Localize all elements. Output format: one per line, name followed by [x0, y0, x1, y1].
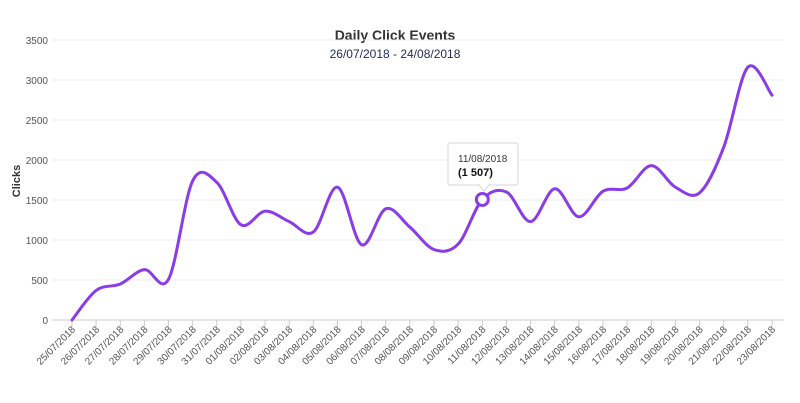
y-tick-label: 3000: [26, 76, 49, 87]
y-tick-label: 500: [31, 276, 48, 287]
y-tick-label: 2500: [26, 116, 49, 127]
chart-subtitle: 26/07/2018 - 24/08/2018: [330, 47, 461, 61]
tooltip-value: (1 507): [458, 167, 493, 179]
tooltip-arrow: [477, 183, 491, 192]
y-tick-label: 0: [42, 316, 48, 327]
y-axis-label: Clicks: [11, 165, 23, 197]
tooltip: 11/08/2018 (1 507): [447, 142, 519, 192]
grid-layer: [52, 39, 784, 321]
chart-title: Daily Click Events: [335, 27, 456, 43]
tooltip-date: 11/08/2018: [458, 154, 508, 165]
y-tick-label: 1000: [26, 236, 49, 247]
y-tick-label: 1500: [26, 196, 49, 207]
y-axis: 0 500 1000 1500 2000 2500 3000 3500: [26, 36, 49, 327]
x-axis: 25/07/201826/07/201827/07/201828/07/2018…: [35, 320, 778, 368]
y-tick-label: 3500: [26, 36, 49, 47]
series-layer: [70, 64, 774, 322]
series-line: [70, 64, 774, 322]
highlighted-point: [474, 191, 490, 207]
y-tick-label: 2000: [26, 156, 49, 167]
